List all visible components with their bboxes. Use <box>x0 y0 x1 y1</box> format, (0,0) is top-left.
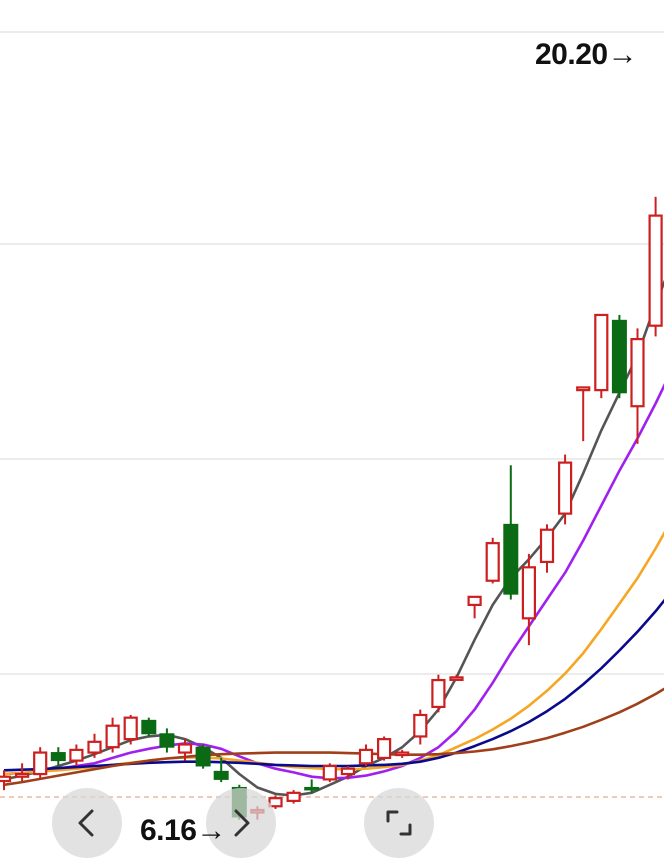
candle-body <box>431 678 446 709</box>
candle <box>395 749 410 758</box>
candle <box>557 454 573 525</box>
candle <box>340 765 355 780</box>
candle-body <box>413 713 428 738</box>
candle-body <box>557 461 573 515</box>
candle-body <box>467 595 482 606</box>
candle <box>87 733 102 758</box>
candle <box>503 465 519 600</box>
next-button[interactable] <box>206 788 276 858</box>
candle-body <box>611 319 627 394</box>
candle-body <box>340 767 355 776</box>
candle-body <box>123 716 138 741</box>
candle-body <box>33 751 48 776</box>
candle-body <box>539 528 555 564</box>
candle-body <box>576 386 591 392</box>
candle <box>358 744 374 766</box>
candle-body <box>377 738 392 760</box>
candle-body <box>105 724 120 749</box>
candle <box>521 553 537 646</box>
candle-body <box>286 791 301 802</box>
candle <box>50 747 66 766</box>
fullscreen-icon <box>386 810 412 836</box>
candle-body <box>358 748 374 765</box>
candle-body <box>15 772 30 778</box>
ma-line-5 <box>3 687 664 787</box>
candle-body <box>648 214 663 327</box>
candle <box>594 313 609 399</box>
ma-line-2 <box>3 383 664 780</box>
candle-body <box>195 746 211 767</box>
high-price-label: 20.20→ <box>535 38 638 71</box>
grid-lines <box>0 31 664 675</box>
candle-body <box>0 775 12 783</box>
candle <box>611 314 627 399</box>
ma-line-3 <box>3 530 664 776</box>
candle-body <box>159 733 175 748</box>
candle <box>33 747 48 780</box>
candle-body <box>177 743 193 754</box>
candle-body <box>521 566 537 620</box>
candle <box>304 779 320 793</box>
candle <box>177 739 193 761</box>
candle <box>485 537 500 584</box>
candle-body <box>485 542 500 582</box>
candle <box>648 196 663 337</box>
candle <box>539 524 555 573</box>
candle <box>576 386 591 442</box>
fullscreen-button[interactable] <box>364 788 434 858</box>
candle <box>449 674 464 681</box>
low-price-label: 6.16→ <box>140 814 226 847</box>
candle <box>213 757 229 783</box>
candle-body <box>141 719 157 735</box>
candle-body <box>50 752 66 762</box>
candle <box>467 595 482 619</box>
candle <box>141 717 157 737</box>
candle <box>286 790 301 804</box>
candle <box>195 744 211 769</box>
candle-body <box>449 676 464 681</box>
candle <box>377 736 392 761</box>
candle-body <box>594 313 609 392</box>
candle <box>159 728 175 753</box>
candle-body <box>395 751 410 757</box>
candle-body <box>322 764 337 781</box>
candle <box>69 744 84 766</box>
chevron-left-icon <box>78 809 94 837</box>
candle-body <box>304 786 320 791</box>
candle <box>15 763 30 782</box>
candle <box>630 328 645 444</box>
candle <box>322 763 337 783</box>
candle <box>105 717 120 753</box>
candle <box>0 770 12 791</box>
candle <box>413 709 428 745</box>
candle-body <box>69 748 84 762</box>
candle-body <box>503 523 519 595</box>
ma-line-4 <box>3 598 664 772</box>
prev-button[interactable] <box>52 788 122 858</box>
candles <box>0 196 663 820</box>
candle <box>431 674 446 713</box>
candle <box>123 714 138 745</box>
candle-body <box>213 770 229 780</box>
chevron-right-icon <box>234 809 250 837</box>
candle-body <box>630 338 645 408</box>
candle-body <box>87 740 102 754</box>
